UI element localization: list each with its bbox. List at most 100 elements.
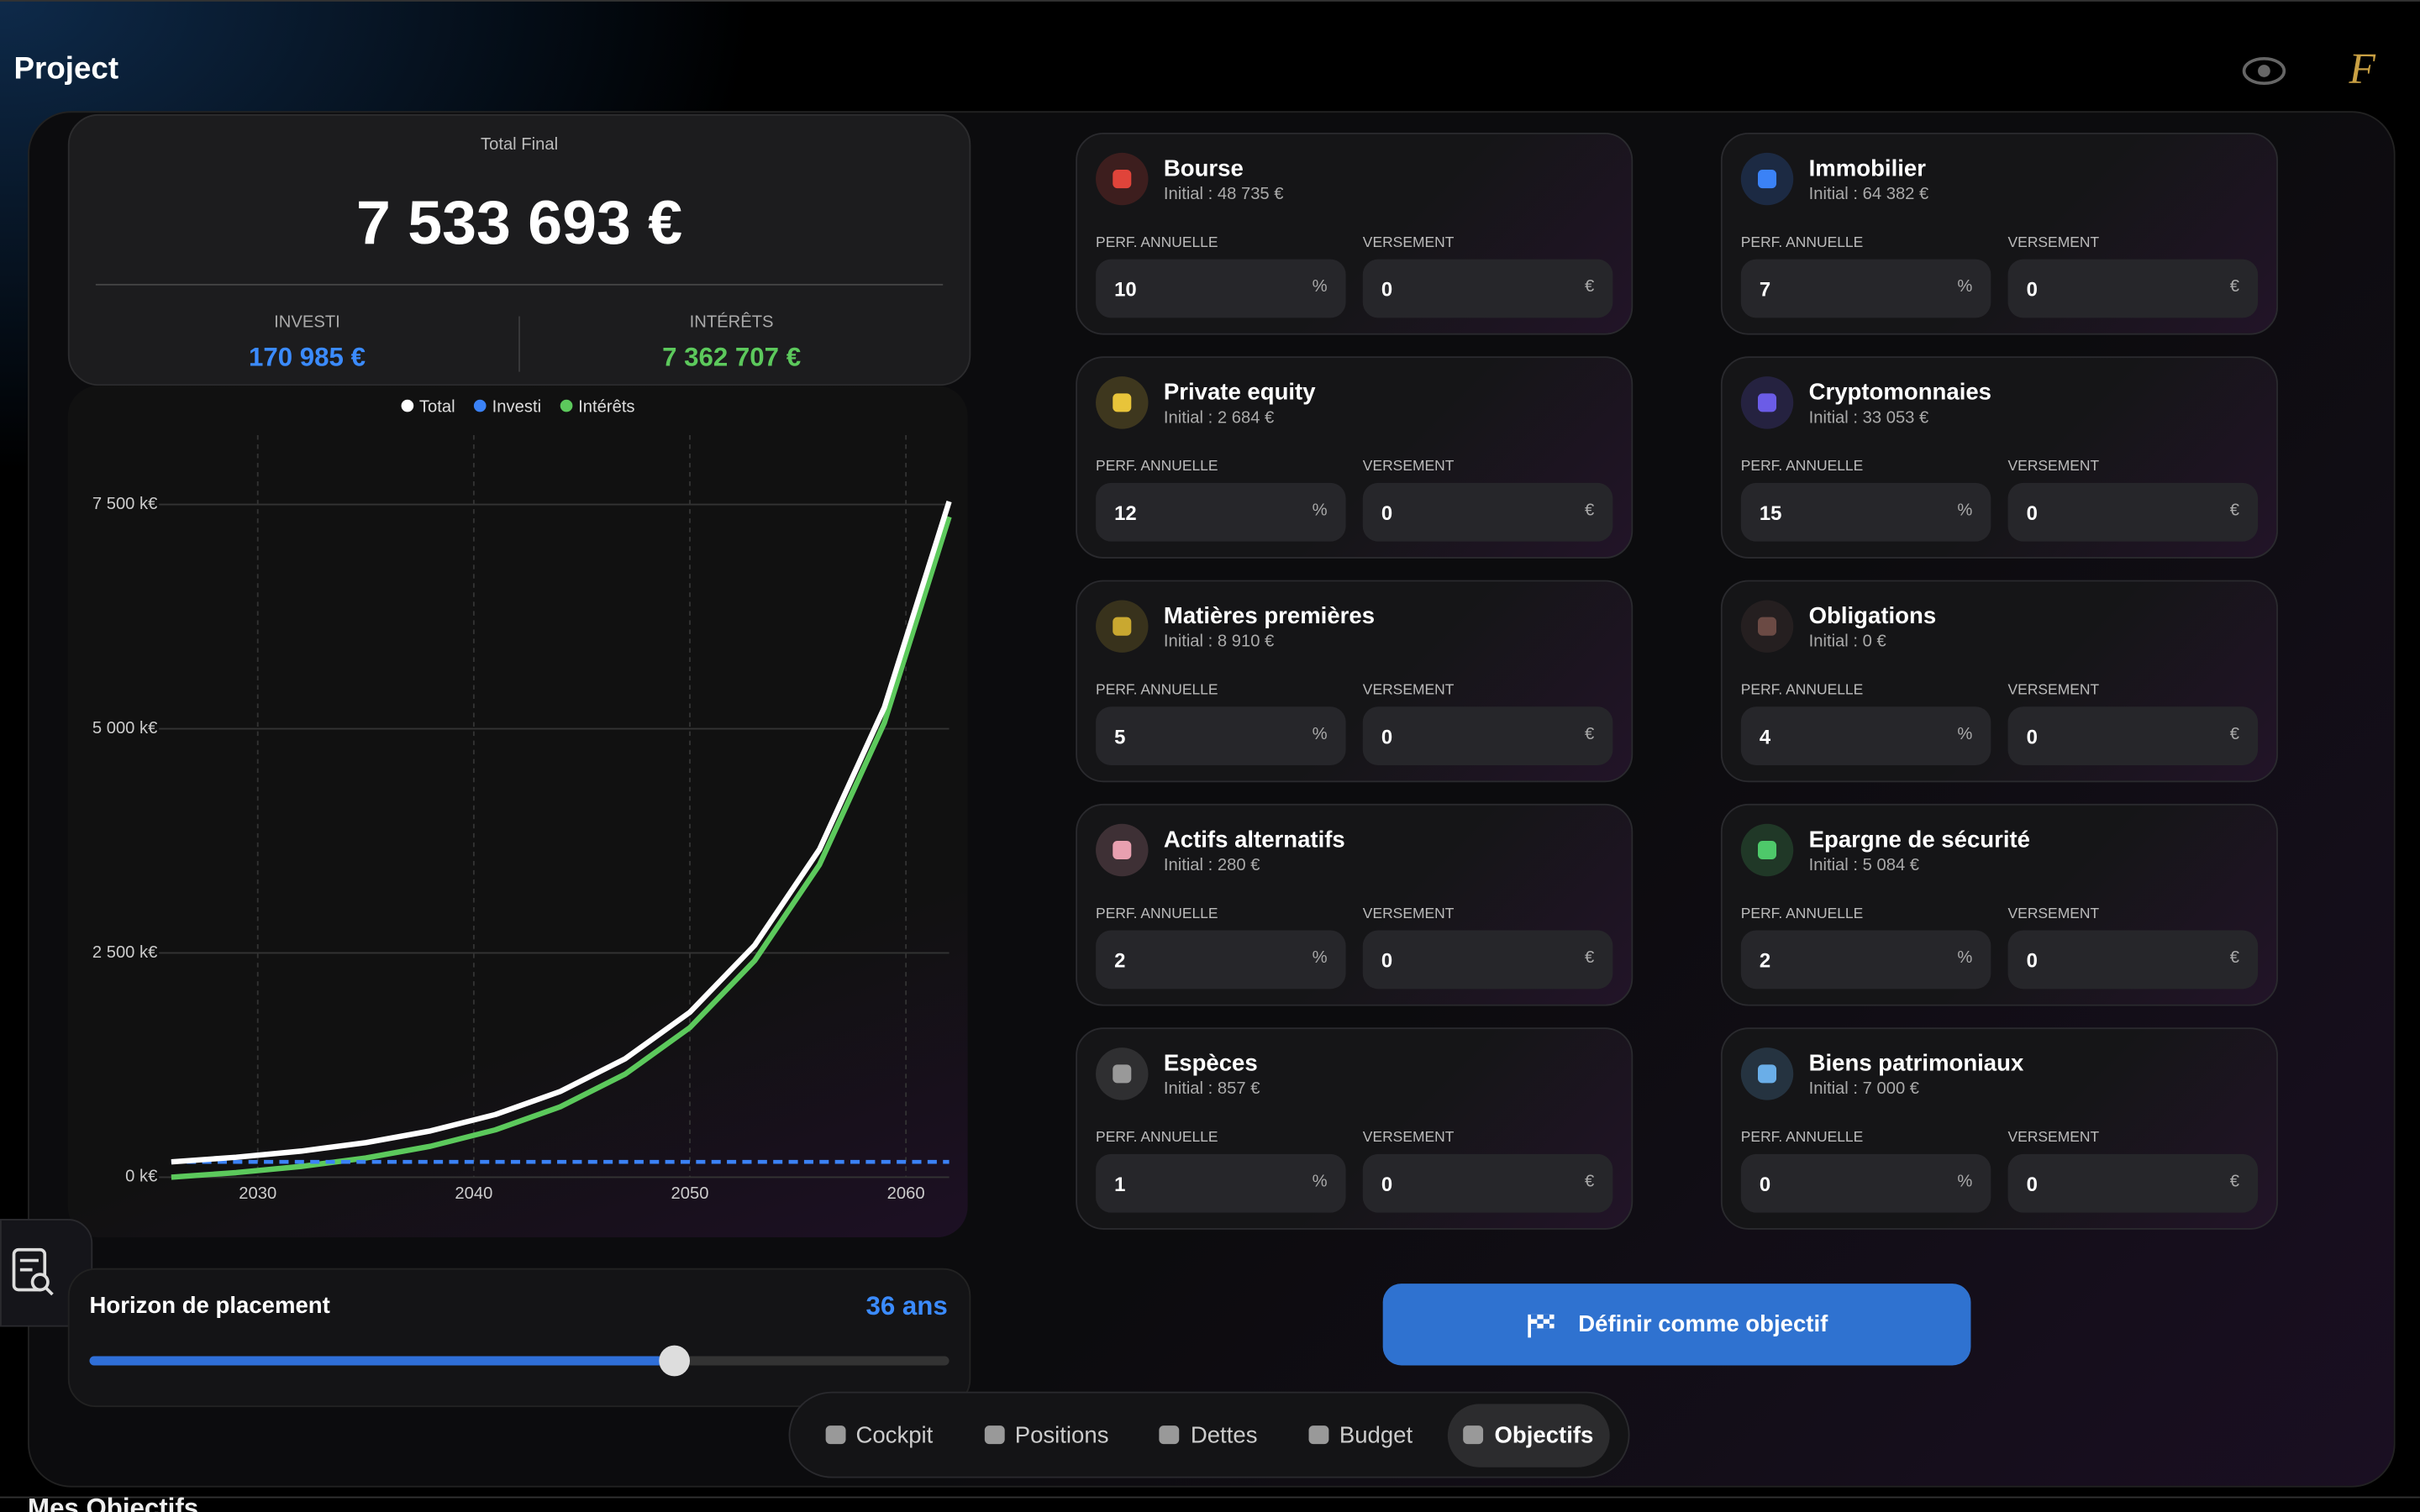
nav-item[interactable]: Budget	[1293, 1403, 1428, 1466]
input-unit: €	[2229, 948, 2240, 968]
input-value[interactable]: 2	[1759, 948, 1771, 973]
legend-swatch	[400, 399, 413, 412]
input-value[interactable]: 0	[2026, 501, 2038, 525]
input-box[interactable]: 1%	[1096, 1153, 1346, 1213]
input-box[interactable]: 4%	[1740, 706, 1991, 766]
input-box[interactable]: 0 €	[1362, 706, 1613, 766]
input-value[interactable]: 1	[1114, 1172, 1126, 1196]
input-value[interactable]: 0	[2026, 948, 2038, 973]
input-unit: €	[1585, 501, 1595, 520]
slider-thumb[interactable]	[659, 1345, 691, 1377]
nav-label[interactable]: Budget	[1339, 1421, 1413, 1448]
input-value[interactable]: 0	[1381, 725, 1393, 748]
nav-item[interactable]: Dettes	[1144, 1403, 1273, 1466]
legend-swatch	[560, 399, 572, 412]
asset-card: Bourse Initial : 48 735 € PERF. ANNUELLE 10…	[1076, 132, 1634, 335]
input-value[interactable]: 0	[1381, 948, 1393, 973]
input-box[interactable]: 7%	[1740, 259, 1991, 318]
input-box[interactable]: 2%	[1096, 930, 1346, 990]
legend-item: Total	[400, 398, 455, 417]
nav-label[interactable]: Objectifs	[1494, 1421, 1594, 1448]
asset-initial: Initial : 33 053 €	[1808, 408, 1929, 428]
visibility-toggle[interactable]	[2241, 55, 2287, 87]
asset-initial: Initial : 280 €	[1163, 856, 1260, 875]
input-value[interactable]: 5	[1114, 725, 1126, 748]
input-value[interactable]: 0	[2026, 277, 2038, 302]
asset-icon	[1740, 823, 1794, 877]
input-value[interactable]: 12	[1114, 501, 1137, 525]
nav-label[interactable]: Positions	[1014, 1421, 1109, 1448]
input-value[interactable]: 10	[1114, 277, 1137, 302]
asset-name: Immobilier	[1808, 155, 1926, 182]
asset-icon	[1740, 1047, 1794, 1100]
input-box[interactable]: 0 €	[1362, 482, 1613, 542]
legend-swatch	[473, 399, 487, 412]
asset-name: Actifs alternatifs	[1163, 827, 1345, 853]
input-value[interactable]: 2	[1114, 948, 1126, 973]
x-tick-label: 2030	[239, 1184, 276, 1203]
nav-item[interactable]: Objectifs	[1448, 1403, 1609, 1467]
nav-item[interactable]: Positions	[969, 1403, 1124, 1466]
input-value[interactable]: 0	[1381, 1172, 1393, 1196]
input-value[interactable]: 4	[1759, 725, 1771, 748]
input-unit: €	[1585, 1172, 1595, 1191]
cta-label[interactable]: Définir comme objectif	[1578, 1311, 1828, 1338]
logo[interactable]: F	[2349, 46, 2375, 95]
cta-button[interactable]: Définir comme objectif	[1382, 1284, 1971, 1366]
field-label: PERF. ANNUELLE	[1740, 1129, 1864, 1147]
field-label: PERF. ANNUELLE	[1096, 906, 1218, 923]
icon-glyph	[1758, 841, 1777, 860]
input-box[interactable]: 0 €	[2007, 1153, 2259, 1213]
input-unit: %	[1957, 277, 1973, 297]
input-box[interactable]: 15%	[1740, 482, 1991, 542]
input-value[interactable]: 15	[1759, 501, 1782, 525]
asset-name: Obligations	[1808, 603, 1937, 630]
invested-label: INVESTI	[274, 312, 340, 332]
input-value[interactable]: 0	[1381, 277, 1393, 302]
input-box[interactable]: 0%	[1740, 1153, 1991, 1213]
input-unit: %	[1312, 1172, 1328, 1191]
input-value[interactable]: 0	[1381, 501, 1393, 525]
input-value[interactable]: 0	[2026, 1172, 2038, 1196]
input-box[interactable]: 0 €	[1362, 930, 1613, 990]
field-label: VERSEMENT	[2007, 906, 2100, 923]
divider	[0, 1496, 2420, 1499]
input-box[interactable]: 12%	[1096, 482, 1346, 542]
input-box[interactable]: 10%	[1096, 259, 1346, 318]
field-label: VERSEMENT	[1362, 234, 1455, 252]
invested-value: 170 985 €	[249, 342, 366, 372]
input-value[interactable]: 0	[2026, 725, 2038, 748]
nav-label[interactable]: Dettes	[1190, 1421, 1258, 1448]
input-box[interactable]: 5%	[1096, 706, 1346, 766]
input-value[interactable]: 7	[1759, 277, 1771, 302]
interest-value: 7 362 707 €	[662, 342, 802, 372]
input-box[interactable]: 0 €	[2007, 259, 2259, 318]
field-label: VERSEMENT	[2007, 1129, 2100, 1147]
field-label: VERSEMENT	[2007, 681, 2100, 700]
input-box[interactable]: 0 €	[2007, 706, 2259, 766]
icon-glyph	[1113, 841, 1132, 860]
input-unit: €	[2229, 501, 2240, 520]
nav-item[interactable]: Cockpit	[809, 1403, 948, 1466]
summary-label: Total Final	[480, 135, 559, 155]
input-unit: €	[2229, 277, 2240, 297]
x-tick-label: 2040	[455, 1184, 492, 1203]
input-box[interactable]: 0 €	[1362, 259, 1613, 318]
asset-card: Private equity Initial : 2 684 € PERF. ANN…	[1076, 356, 1634, 559]
input-box[interactable]: 0 €	[1362, 1153, 1613, 1213]
input-box[interactable]: 0 €	[2007, 930, 2259, 990]
nav-label[interactable]: Cockpit	[855, 1421, 934, 1448]
field-label: VERSEMENT	[1362, 1129, 1455, 1147]
asset-card: Obligations Initial : 0 € PERF. ANNUELLE 4%…	[1720, 580, 2278, 783]
input-box[interactable]: 2%	[1740, 930, 1991, 990]
input-unit: %	[1312, 277, 1328, 297]
icon-glyph	[1758, 1064, 1777, 1084]
input-unit: €	[2229, 1172, 2240, 1191]
input-unit: €	[2229, 725, 2240, 744]
divider	[0, 0, 2420, 2]
asset-name: Espèces	[1163, 1050, 1258, 1078]
input-box[interactable]: 0 €	[2007, 482, 2259, 542]
nav-icon	[824, 1425, 845, 1445]
input-value[interactable]: 0	[1759, 1172, 1771, 1196]
